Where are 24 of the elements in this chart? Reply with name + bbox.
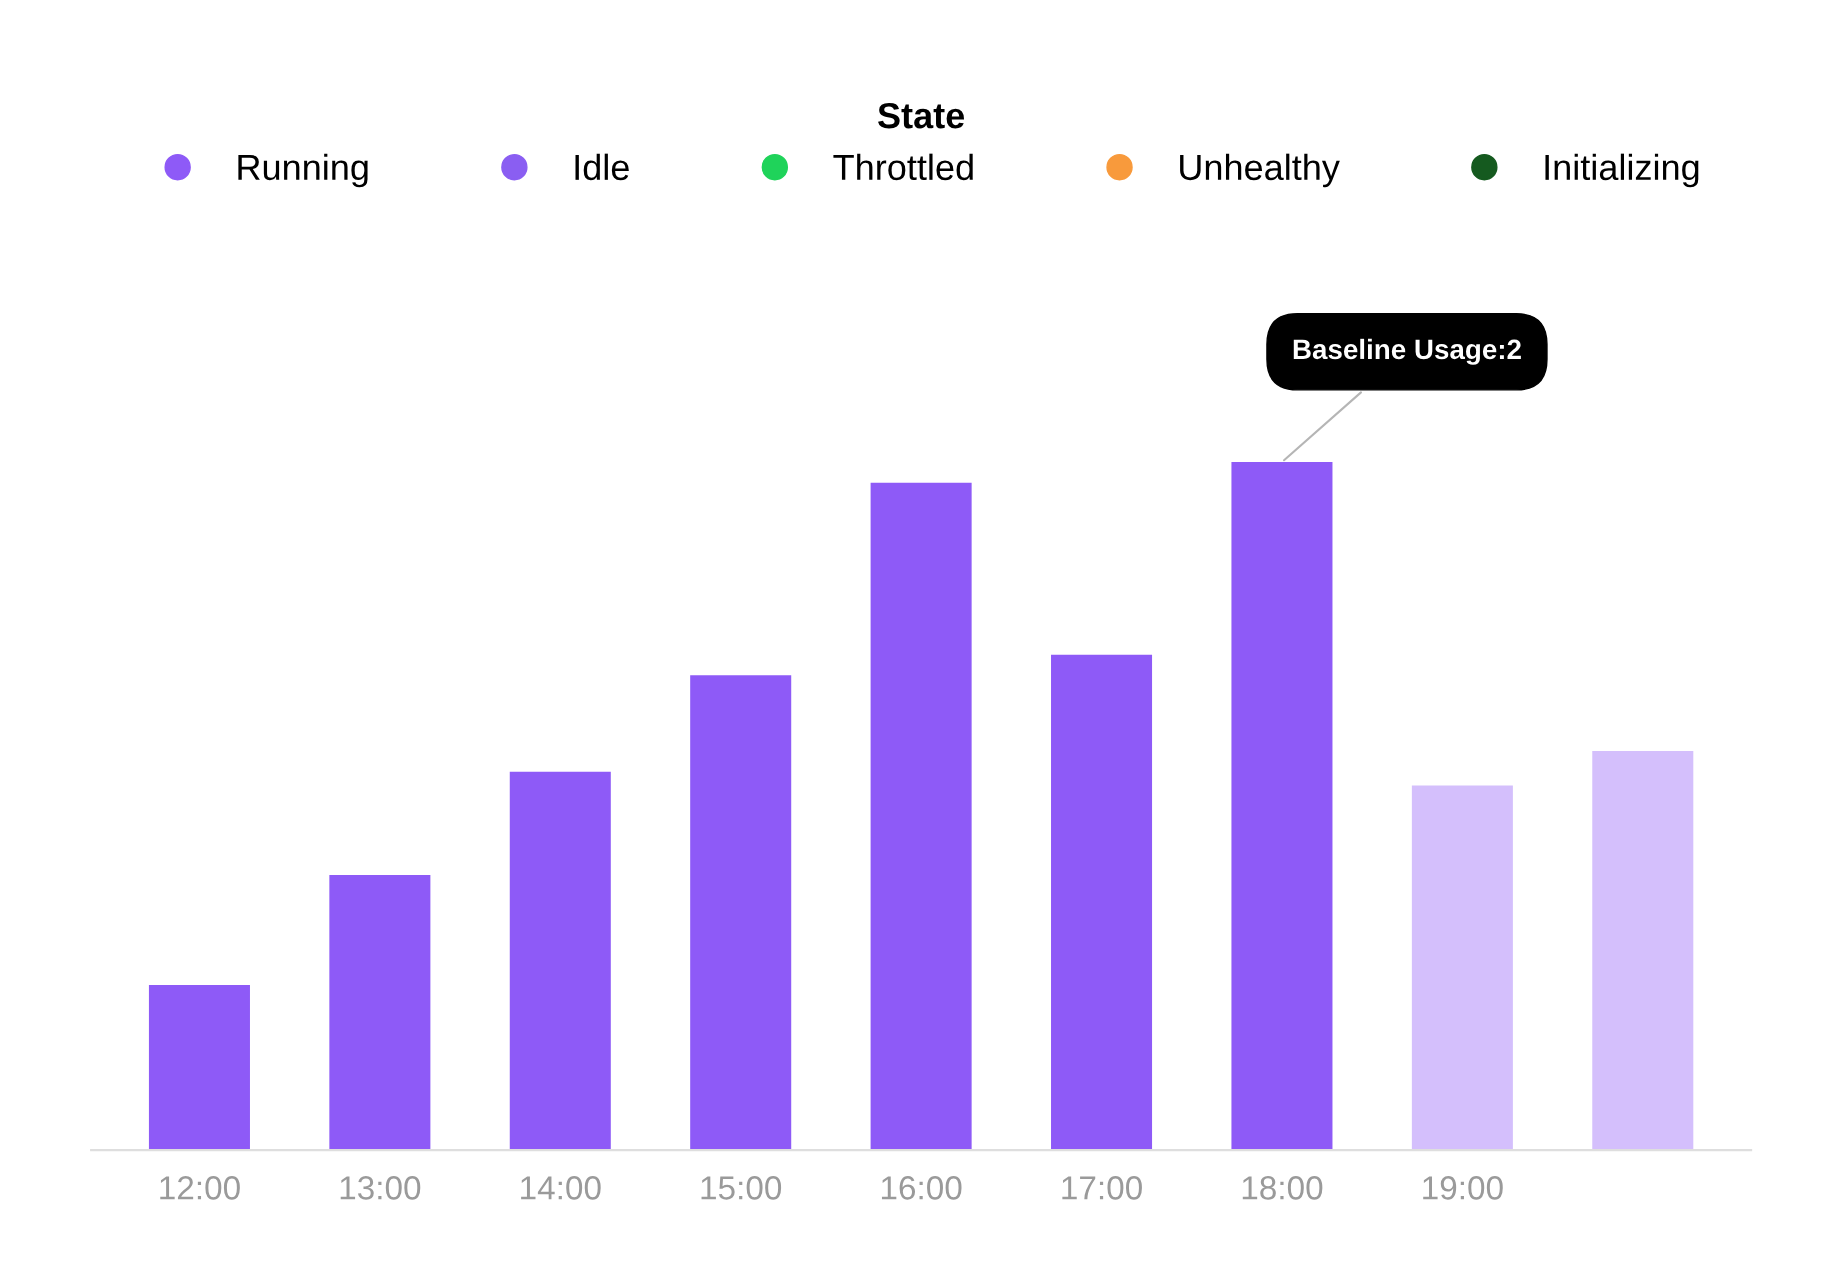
bar [1592,751,1694,1151]
x-tick-label: 12:00 [160,1176,240,1200]
x-tick-label: 19:00 [1423,1176,1503,1200]
x-tick-label: 13:00 [340,1176,421,1200]
bar [1411,785,1513,1151]
bar [690,675,792,1151]
bar [148,985,250,1151]
bar [870,482,972,1151]
legend-label: Throttled [833,153,973,181]
bar [329,874,431,1151]
x-tick-label: 16:00 [881,1176,962,1200]
legend-title: State [878,102,965,129]
bar [1231,462,1333,1151]
bar [1051,654,1153,1151]
annotation: Baseline Usage:2 [1293,338,1521,365]
legend-label: Idle [575,153,629,181]
bar [509,771,611,1151]
x-tick-label: 14:00 [521,1176,601,1200]
x-tick-label: 18:00 [1242,1176,1323,1200]
legend-label: Running [238,153,368,188]
x-tick-label: 15:00 [701,1176,782,1200]
x-tick-label: 17:00 [1062,1176,1142,1200]
legend-label: Unhealthy [1180,153,1340,188]
legend-label: Initializing [1545,153,1699,188]
